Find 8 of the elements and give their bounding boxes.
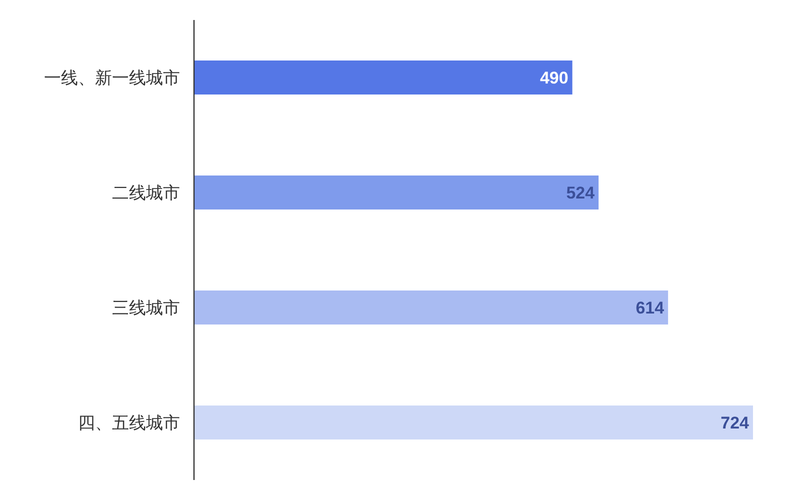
- data-label: 490: [540, 68, 568, 88]
- y-tick-label: 二线城市: [112, 184, 180, 204]
- y-tick-label: 四、五线城市: [78, 414, 180, 434]
- data-label: 724: [720, 414, 750, 432]
- y-tick-label: 一线、新一线城市: [44, 68, 180, 88]
- y-tick-label: 三线城市: [112, 298, 180, 318]
- data-label: 524: [566, 184, 596, 202]
- data-label: 614: [636, 298, 665, 318]
